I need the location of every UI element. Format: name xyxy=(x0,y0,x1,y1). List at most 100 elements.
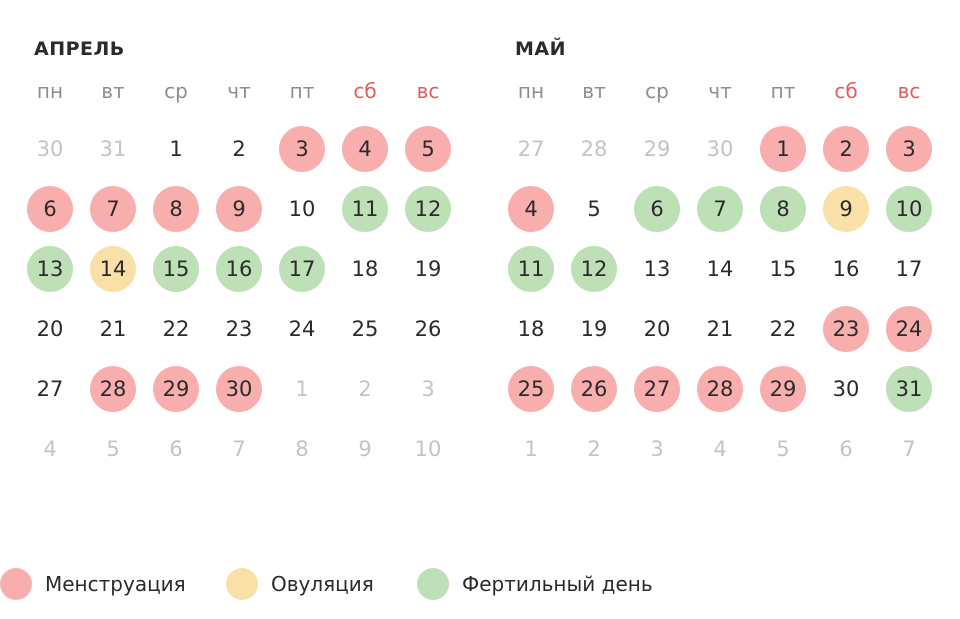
day-cell[interactable]: 10 xyxy=(288,197,316,221)
day-cell[interactable]: 12 xyxy=(571,246,617,292)
day-cell: 9 xyxy=(358,437,372,461)
legend-label: Фертильный день xyxy=(462,572,653,596)
day-cell[interactable]: 8 xyxy=(760,186,806,232)
day-cell: 30 xyxy=(706,137,734,161)
day-cell[interactable]: 31 xyxy=(886,366,932,412)
month-title: АПРЕЛЬ xyxy=(34,38,125,60)
weekday-label: ср xyxy=(645,79,669,103)
day-cell[interactable]: 25 xyxy=(351,317,379,341)
day-cell[interactable]: 30 xyxy=(832,377,860,401)
day-cell[interactable]: 21 xyxy=(99,317,127,341)
month-title: МАЙ xyxy=(515,38,567,60)
weekday-label: вт xyxy=(582,79,606,103)
day-cell[interactable]: 15 xyxy=(153,246,199,292)
day-cell[interactable]: 20 xyxy=(643,317,671,341)
fertile-day-dot xyxy=(417,568,449,600)
day-cell[interactable]: 29 xyxy=(760,366,806,412)
day-cell[interactable]: 11 xyxy=(342,186,388,232)
day-cell[interactable]: 28 xyxy=(697,366,743,412)
day-cell: 6 xyxy=(169,437,183,461)
day-cell[interactable]: 12 xyxy=(405,186,451,232)
day-cell: 8 xyxy=(295,437,309,461)
day-cell[interactable]: 30 xyxy=(216,366,262,412)
day-cell[interactable]: 11 xyxy=(508,246,554,292)
day-cell[interactable]: 14 xyxy=(706,257,734,281)
day-cell: 7 xyxy=(232,437,246,461)
day-cell[interactable]: 28 xyxy=(90,366,136,412)
day-cell[interactable]: 4 xyxy=(342,126,388,172)
day-cell: 28 xyxy=(580,137,608,161)
day-cell[interactable]: 22 xyxy=(162,317,190,341)
day-cell[interactable]: 3 xyxy=(886,126,932,172)
day-cell: 2 xyxy=(587,437,601,461)
day-cell[interactable]: 18 xyxy=(351,257,379,281)
day-cell[interactable]: 7 xyxy=(90,186,136,232)
day-cell[interactable]: 27 xyxy=(36,377,64,401)
day-cell: 10 xyxy=(414,437,442,461)
weekday-label: вс xyxy=(897,79,921,103)
day-cell[interactable]: 1 xyxy=(760,126,806,172)
day-cell: 1 xyxy=(295,377,309,401)
day-cell: 3 xyxy=(421,377,435,401)
weekday-label: пт xyxy=(289,79,315,103)
day-cell: 5 xyxy=(106,437,120,461)
ovulation-dot xyxy=(226,568,258,600)
day-cell[interactable]: 6 xyxy=(634,186,680,232)
day-cell: 3 xyxy=(650,437,664,461)
day-cell[interactable]: 13 xyxy=(643,257,671,281)
day-cell: 5 xyxy=(776,437,790,461)
weekday-label: сб xyxy=(353,79,377,103)
day-cell[interactable]: 2 xyxy=(232,137,246,161)
day-cell: 27 xyxy=(517,137,545,161)
day-cell[interactable]: 24 xyxy=(288,317,316,341)
day-cell[interactable]: 19 xyxy=(414,257,442,281)
day-cell[interactable]: 19 xyxy=(580,317,608,341)
day-cell: 1 xyxy=(524,437,538,461)
day-cell[interactable]: 1 xyxy=(169,137,183,161)
day-cell[interactable]: 4 xyxy=(508,186,554,232)
legend-label: Менструация xyxy=(45,572,186,596)
day-cell[interactable]: 16 xyxy=(832,257,860,281)
day-cell: 30 xyxy=(36,137,64,161)
day-cell[interactable]: 17 xyxy=(895,257,923,281)
day-cell[interactable]: 7 xyxy=(697,186,743,232)
day-cell: 7 xyxy=(902,437,916,461)
day-cell[interactable]: 26 xyxy=(414,317,442,341)
weekday-label: ср xyxy=(164,79,188,103)
day-cell: 29 xyxy=(643,137,671,161)
day-cell[interactable]: 20 xyxy=(36,317,64,341)
day-cell[interactable]: 2 xyxy=(823,126,869,172)
weekday-label: чт xyxy=(708,79,732,103)
menstruation-dot xyxy=(0,568,32,600)
day-cell[interactable]: 25 xyxy=(508,366,554,412)
weekday-label: чт xyxy=(227,79,251,103)
day-cell[interactable]: 18 xyxy=(517,317,545,341)
day-cell: 4 xyxy=(713,437,727,461)
day-cell[interactable]: 27 xyxy=(634,366,680,412)
day-cell[interactable]: 13 xyxy=(27,246,73,292)
day-cell[interactable]: 9 xyxy=(216,186,262,232)
weekday-label: пт xyxy=(770,79,796,103)
day-cell[interactable]: 6 xyxy=(27,186,73,232)
day-cell[interactable]: 23 xyxy=(823,306,869,352)
day-cell[interactable]: 9 xyxy=(823,186,869,232)
day-cell[interactable]: 5 xyxy=(587,197,601,221)
day-cell[interactable]: 16 xyxy=(216,246,262,292)
weekday-label: вс xyxy=(416,79,440,103)
day-cell[interactable]: 23 xyxy=(225,317,253,341)
day-cell[interactable]: 21 xyxy=(706,317,734,341)
day-cell[interactable]: 26 xyxy=(571,366,617,412)
day-cell[interactable]: 24 xyxy=(886,306,932,352)
day-cell[interactable]: 3 xyxy=(279,126,325,172)
day-cell[interactable]: 5 xyxy=(405,126,451,172)
day-cell[interactable]: 17 xyxy=(279,246,325,292)
day-cell[interactable]: 8 xyxy=(153,186,199,232)
day-cell[interactable]: 15 xyxy=(769,257,797,281)
day-cell[interactable]: 14 xyxy=(90,246,136,292)
day-cell[interactable]: 10 xyxy=(886,186,932,232)
day-cell[interactable]: 22 xyxy=(769,317,797,341)
day-cell[interactable]: 29 xyxy=(153,366,199,412)
day-cell: 4 xyxy=(43,437,57,461)
weekday-label: сб xyxy=(834,79,858,103)
day-cell: 31 xyxy=(99,137,127,161)
